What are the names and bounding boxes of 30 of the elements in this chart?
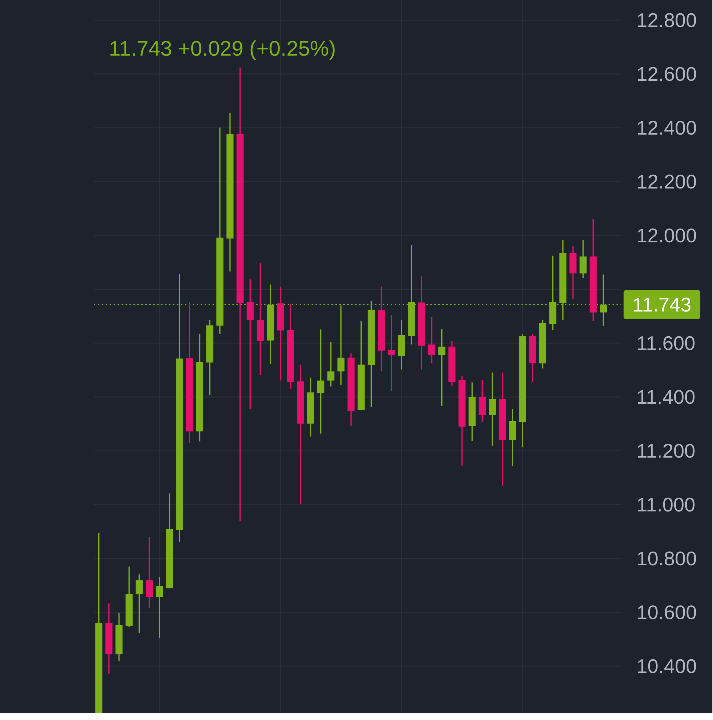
y-tick-label: 10.800 xyxy=(638,552,696,566)
candlestick xyxy=(318,329,325,434)
y-tick-label: 10.600 xyxy=(638,606,696,620)
y-tick-label: 11.000 xyxy=(638,498,695,512)
candlestick xyxy=(438,328,446,407)
candlestick xyxy=(428,316,436,364)
candlestick xyxy=(570,245,577,300)
candlestick xyxy=(398,320,406,370)
y-tick-label: 11.400 xyxy=(638,390,695,404)
ref-line-label: 11.743 xyxy=(634,298,691,312)
y-tick-label: 12.600 xyxy=(638,67,696,82)
candlestick xyxy=(388,314,396,392)
candlestick xyxy=(146,536,154,609)
candlestick xyxy=(328,341,335,388)
candlestick xyxy=(136,574,144,634)
y-tick-label: 12.800 xyxy=(638,13,696,28)
candlestick xyxy=(156,576,164,639)
candlestick xyxy=(247,279,254,410)
candlestick xyxy=(479,380,486,423)
y-tick-label: 12.000 xyxy=(638,228,696,243)
y-tick-label: 10.400 xyxy=(638,659,696,674)
candlestick xyxy=(580,239,588,280)
y-tick-label: 11.600 xyxy=(638,336,695,350)
candlestick xyxy=(489,372,496,447)
candlestick xyxy=(257,262,264,376)
y-tick-label: 12.400 xyxy=(638,121,696,136)
candlestick xyxy=(509,408,516,467)
y-tick-label: 11.200 xyxy=(638,444,695,458)
text: 11.743 +0.029 (+0.25%) xyxy=(110,40,336,60)
y-tick-label: 12.200 xyxy=(638,174,696,189)
